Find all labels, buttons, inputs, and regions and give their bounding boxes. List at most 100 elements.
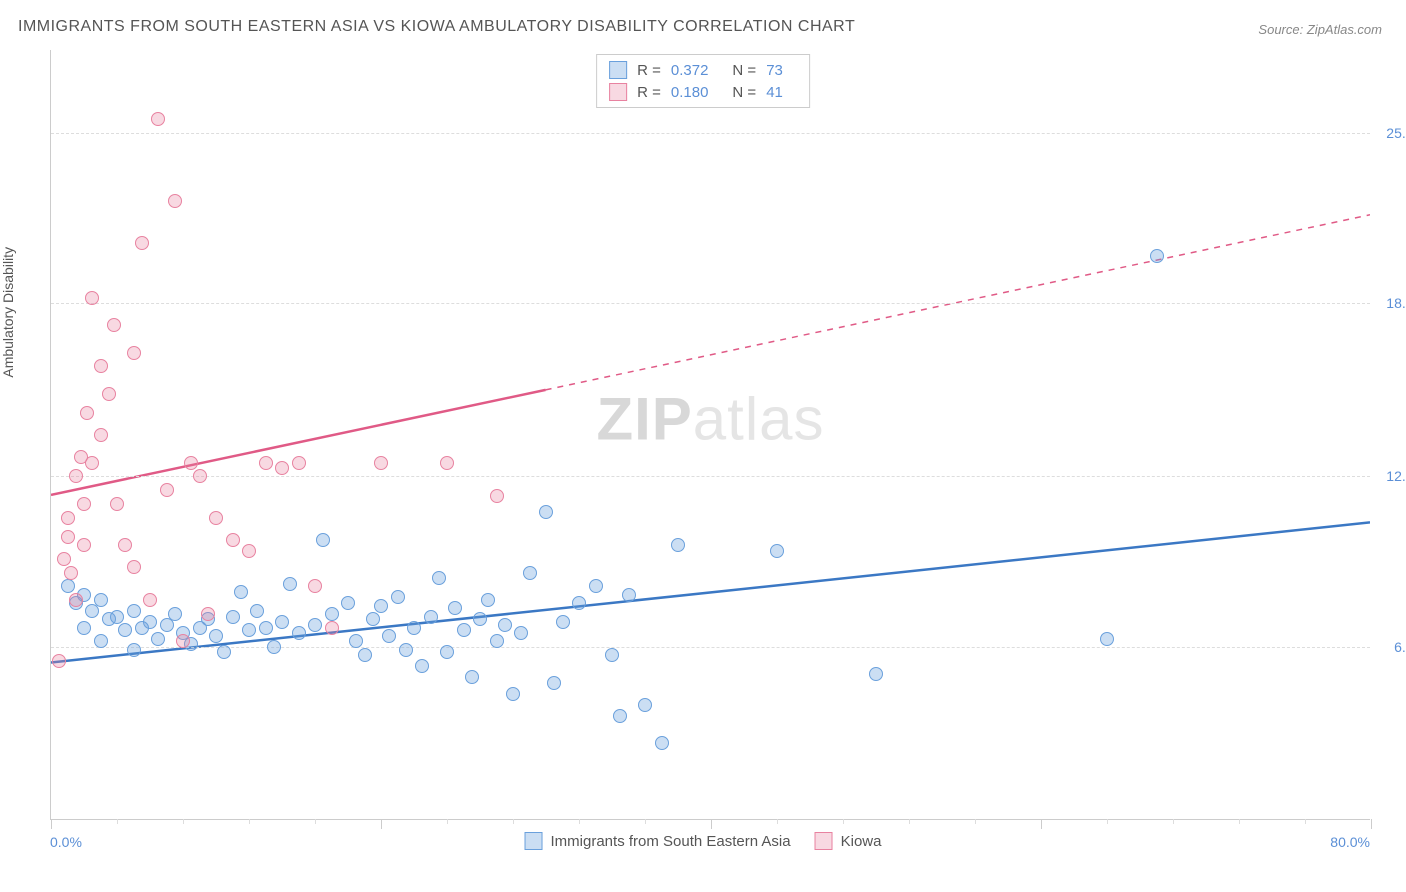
x-tick-major	[51, 819, 52, 829]
scatter-point	[275, 461, 289, 475]
scatter-point	[107, 318, 121, 332]
scatter-point	[64, 566, 78, 580]
source-attribution: Source: ZipAtlas.com	[1258, 22, 1382, 37]
y-tick-label: 6.3%	[1394, 639, 1406, 655]
scatter-point	[151, 112, 165, 126]
swatch-series-1	[525, 832, 543, 850]
scatter-point	[490, 489, 504, 503]
scatter-point	[465, 670, 479, 684]
scatter-point	[638, 698, 652, 712]
correlation-legend: R = 0.372 N = 73 R = 0.180 N = 41	[596, 54, 810, 108]
legend-row-series-2: R = 0.180 N = 41	[609, 81, 797, 103]
scatter-point	[77, 621, 91, 635]
scatter-point	[242, 544, 256, 558]
r-label: R =	[637, 62, 661, 79]
r-value: 0.180	[671, 84, 709, 101]
scatter-point	[168, 194, 182, 208]
scatter-point	[366, 612, 380, 626]
scatter-point	[349, 634, 363, 648]
x-tick-minor	[645, 819, 646, 824]
scatter-point	[292, 456, 306, 470]
x-tick-minor	[1305, 819, 1306, 824]
scatter-point	[556, 615, 570, 629]
scatter-point	[193, 469, 207, 483]
scatter-point	[589, 579, 603, 593]
scatter-point	[473, 612, 487, 626]
trend-lines-svg	[51, 50, 1370, 819]
source-name: ZipAtlas.com	[1307, 22, 1382, 37]
scatter-point	[374, 456, 388, 470]
scatter-point	[61, 530, 75, 544]
scatter-point	[869, 667, 883, 681]
plot-area: ZIPatlas 6.3%12.5%18.8%25.0%	[50, 50, 1370, 820]
scatter-point	[94, 634, 108, 648]
scatter-point	[374, 599, 388, 613]
scatter-point	[316, 533, 330, 547]
scatter-point	[448, 601, 462, 615]
scatter-point	[94, 428, 108, 442]
scatter-point	[391, 590, 405, 604]
legend-label: Kiowa	[841, 833, 882, 850]
scatter-point	[539, 505, 553, 519]
scatter-point	[127, 346, 141, 360]
scatter-point	[655, 736, 669, 750]
x-axis-min-label: 0.0%	[50, 834, 82, 850]
scatter-point	[671, 538, 685, 552]
scatter-point	[127, 643, 141, 657]
scatter-point	[275, 615, 289, 629]
scatter-point	[118, 623, 132, 637]
scatter-point	[94, 359, 108, 373]
x-tick-major	[711, 819, 712, 829]
scatter-point	[325, 607, 339, 621]
scatter-point	[110, 497, 124, 511]
scatter-point	[110, 610, 124, 624]
x-tick-minor	[1107, 819, 1108, 824]
scatter-point	[135, 236, 149, 250]
scatter-point	[506, 687, 520, 701]
x-tick-minor	[1173, 819, 1174, 824]
x-axis-max-label: 80.0%	[1330, 834, 1370, 850]
scatter-point	[399, 643, 413, 657]
n-label: N =	[732, 84, 756, 101]
y-tick-label: 12.5%	[1386, 468, 1406, 484]
scatter-point	[209, 511, 223, 525]
source-label: Source:	[1258, 22, 1303, 37]
scatter-point	[481, 593, 495, 607]
scatter-point	[514, 626, 528, 640]
scatter-point	[143, 615, 157, 629]
x-tick-minor	[909, 819, 910, 824]
scatter-point	[490, 634, 504, 648]
chart-title: IMMIGRANTS FROM SOUTH EASTERN ASIA VS KI…	[18, 18, 855, 36]
scatter-point	[259, 456, 273, 470]
scatter-point	[69, 469, 83, 483]
scatter-point	[250, 604, 264, 618]
scatter-point	[94, 593, 108, 607]
scatter-point	[217, 645, 231, 659]
trend-line-solid	[51, 390, 546, 495]
n-label: N =	[732, 62, 756, 79]
scatter-point	[283, 577, 297, 591]
scatter-point	[605, 648, 619, 662]
x-tick-minor	[975, 819, 976, 824]
scatter-point	[57, 552, 71, 566]
scatter-point	[267, 640, 281, 654]
scatter-point	[52, 654, 66, 668]
scatter-point	[160, 483, 174, 497]
scatter-point	[440, 456, 454, 470]
x-tick-minor	[843, 819, 844, 824]
legend-item-series-2: Kiowa	[815, 832, 882, 850]
scatter-point	[69, 593, 83, 607]
scatter-point	[102, 387, 116, 401]
scatter-point	[770, 544, 784, 558]
x-tick-major	[1041, 819, 1042, 829]
scatter-point	[424, 610, 438, 624]
scatter-point	[151, 632, 165, 646]
y-tick-label: 18.8%	[1386, 295, 1406, 311]
scatter-point	[226, 533, 240, 547]
n-value: 73	[766, 62, 783, 79]
y-axis-title: Ambulatory Disability	[0, 247, 16, 378]
gridline	[51, 303, 1370, 304]
r-value: 0.372	[671, 62, 709, 79]
scatter-point	[226, 610, 240, 624]
scatter-point	[358, 648, 372, 662]
